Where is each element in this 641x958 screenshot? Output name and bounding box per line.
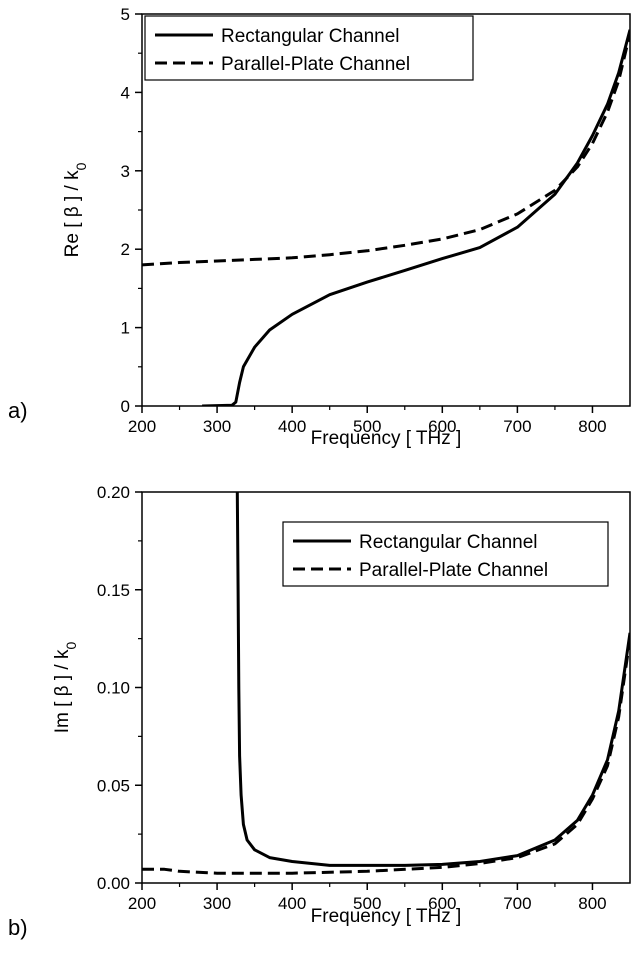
panel-label: a) bbox=[8, 398, 28, 423]
legend-label-parallel-plate: Parallel-Plate Channel bbox=[359, 560, 548, 581]
chart-panel-b: 200 300 400 500 600 700 800 0.00 0.05 0.10 0.15 0.2… bbox=[8, 483, 631, 940]
y-tick-label: 2 bbox=[121, 240, 130, 259]
y-tick-label: 0.15 bbox=[97, 581, 130, 600]
x-tick-label: 300 bbox=[203, 417, 231, 436]
y-tick-label: 0.20 bbox=[97, 483, 130, 502]
panel-label: b) bbox=[8, 915, 28, 940]
x-tick-label: 800 bbox=[578, 417, 606, 436]
x-tick-label: 400 bbox=[278, 417, 306, 436]
legend-label-parallel-plate: Parallel-Plate Channel bbox=[221, 54, 410, 75]
chart-panel-a: 200 300 400 500 600 700 800 0 1 2 3 4 5 Frequency [ T… bbox=[8, 5, 631, 449]
y-tick-label: 0.05 bbox=[97, 776, 130, 795]
y-axis-label: Re [ β ] / k0 bbox=[62, 162, 89, 257]
x-tick-label: 200 bbox=[128, 894, 156, 913]
x-tick-label: 600 bbox=[428, 417, 456, 436]
x-tick-label: 300 bbox=[203, 894, 231, 913]
x-tick-label: 700 bbox=[503, 417, 531, 436]
legend-label-rectangular: Rectangular Channel bbox=[359, 532, 538, 553]
legend-label-rectangular: Rectangular Channel bbox=[221, 26, 400, 47]
x-tick-label: 600 bbox=[428, 894, 456, 913]
y-tick-label: 1 bbox=[121, 319, 130, 338]
x-tick-label: 500 bbox=[353, 894, 381, 913]
x-tick-label: 800 bbox=[578, 894, 606, 913]
x-tick-label: 700 bbox=[503, 894, 531, 913]
series-line-rectangular bbox=[202, 29, 630, 406]
y-axis-label: Im [ β ] / k0 bbox=[52, 642, 79, 734]
series-line-rectangular bbox=[235, 492, 630, 867]
x-axis-label: Frequency [ THz ] bbox=[311, 906, 462, 927]
legend-box bbox=[144, 15, 474, 81]
y-tick-label: 5 bbox=[121, 5, 130, 24]
x-axis-label: Frequency [ THz ] bbox=[311, 428, 462, 449]
x-tick-label: 200 bbox=[128, 417, 156, 436]
y-tick-label: 0.10 bbox=[97, 679, 130, 698]
x-tick-label: 500 bbox=[353, 417, 381, 436]
y-tick-label: 4 bbox=[121, 83, 130, 102]
legend: Rectangular Channel Parallel-Plate Channe… bbox=[144, 15, 474, 81]
x-tick-label: 400 bbox=[278, 894, 306, 913]
series-line-parallel-plate bbox=[142, 33, 630, 267]
legend-box bbox=[282, 521, 609, 587]
legend: Rectangular Channel Parallel-Plate Channe… bbox=[282, 521, 609, 587]
y-tick-label: 3 bbox=[121, 162, 130, 181]
y-tick-label: 0.00 bbox=[97, 874, 130, 893]
y-tick-label: 0 bbox=[121, 397, 130, 416]
